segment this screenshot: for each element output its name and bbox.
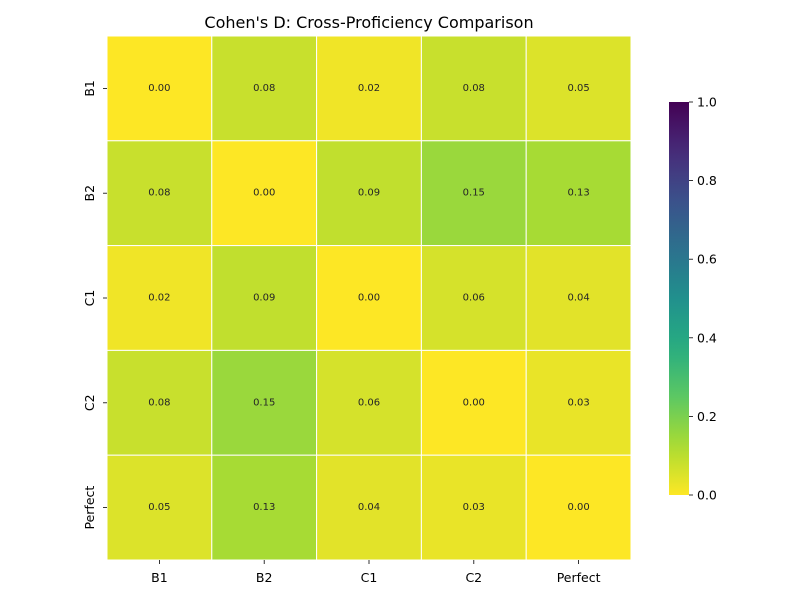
heatmap-cells	[106, 35, 632, 561]
cell-annotations: 0.00 0.08 0.02 0.08 0.05 0.08 0.00 0.09 0.15 0.13…	[148, 83, 589, 513]
cell-label-c2-b2: 0.15	[253, 397, 275, 408]
colorbar-tick-label: 0.2	[697, 409, 717, 424]
heatmap-cell-c2-c1	[316, 349, 422, 456]
heatmap-cell-b1-c1	[316, 35, 422, 142]
cell-label-b1-b2: 0.08	[253, 83, 275, 94]
heatmap-cell-c1-perfect	[525, 245, 632, 351]
cell-label-perfect-b2: 0.13	[253, 502, 275, 513]
heatmap-cell-b2-c1	[316, 140, 422, 247]
y-tick-label-c1: C1	[82, 290, 97, 307]
x-axis-ticks: B1 B2 C1 C2 Perfect	[151, 560, 601, 585]
cell-label-b2-perfect: 0.13	[567, 188, 589, 199]
cell-label-b2-c1: 0.09	[358, 188, 380, 199]
cell-label-b1-c1: 0.02	[358, 83, 380, 94]
colorbar-tick-label: 0.8	[697, 173, 717, 188]
cell-label-c2-perfect: 0.03	[567, 397, 589, 408]
heatmap-cell-perfect-perfect	[525, 454, 632, 561]
chart-title: Cohen's D: Cross-Proficiency Comparison	[204, 13, 533, 32]
heatmap-cell-c1-c1	[316, 245, 422, 351]
y-tick-label-perfect: Perfect	[82, 486, 97, 530]
heatmap-cell-perfect-b1	[106, 454, 213, 561]
cell-label-perfect-c2: 0.03	[463, 502, 485, 513]
heatmap-cell-b2-b1	[106, 140, 213, 247]
cell-label-c1-perfect: 0.04	[567, 293, 589, 304]
cell-label-b2-b1: 0.08	[148, 188, 170, 199]
cell-label-c1-b2: 0.09	[253, 293, 275, 304]
cell-label-perfect-c1: 0.04	[358, 502, 380, 513]
x-tick-label-perfect: Perfect	[557, 570, 601, 585]
cell-label-c2-c2: 0.00	[463, 397, 485, 408]
heatmap-cell-perfect-b2	[211, 454, 318, 561]
colorbar-gradient	[669, 102, 689, 495]
heatmap-cell-b1-b1	[106, 35, 213, 142]
heatmap-cell-b1-c2	[420, 35, 527, 142]
cell-label-c2-b1: 0.08	[148, 397, 170, 408]
x-tick-label-b2: B2	[256, 570, 273, 585]
colorbar-tick-label: 1.0	[697, 95, 717, 110]
cell-label-b1-b1: 0.00	[148, 83, 170, 94]
cell-label-perfect-b1: 0.05	[148, 502, 170, 513]
heatmap-cell-b1-b2	[211, 35, 318, 142]
x-tick-label-c1: C1	[361, 570, 378, 585]
cell-label-b2-b2: 0.00	[253, 188, 275, 199]
x-tick-label-c2: C2	[465, 570, 482, 585]
cell-label-b1-c2: 0.08	[463, 83, 485, 94]
y-tick-label-b1: B1	[82, 80, 97, 97]
cell-label-c1-c1: 0.00	[358, 293, 380, 304]
heatmap-cell-c2-perfect	[525, 349, 632, 456]
x-tick-label-b1: B1	[151, 570, 168, 585]
heatmap-cell-c2-b2	[211, 349, 318, 456]
heatmap-cell-b2-perfect	[525, 140, 632, 247]
cell-label-c1-b1: 0.02	[148, 293, 170, 304]
colorbar-tick-label: 0.6	[697, 252, 717, 267]
heatmap-cell-perfect-c1	[316, 454, 422, 561]
cell-label-perfect-perfect: 0.00	[567, 502, 589, 513]
y-axis-ticks: B1 B2 C1 C2 Perfect	[82, 80, 107, 529]
heatmap-cell-b1-perfect	[525, 35, 632, 142]
colorbar-tick-label: 0.4	[697, 330, 717, 345]
cell-label-b1-perfect: 0.05	[567, 83, 589, 94]
heatmap-cell-c1-c2	[420, 245, 527, 351]
y-tick-label-c2: C2	[82, 394, 97, 411]
heatmap-cell-c1-b2	[211, 245, 318, 351]
colorbar-tick-label: 0.0	[697, 488, 717, 503]
cell-label-c2-c1: 0.06	[358, 397, 380, 408]
cell-label-b2-c2: 0.15	[463, 188, 485, 199]
y-tick-label-b2: B2	[82, 185, 97, 202]
cell-label-c1-c2: 0.06	[463, 293, 485, 304]
colorbar: 0.0 0.2 0.4 0.6 0.8 1.0	[669, 95, 717, 503]
heatmap-cell-c2-c2	[420, 349, 527, 456]
